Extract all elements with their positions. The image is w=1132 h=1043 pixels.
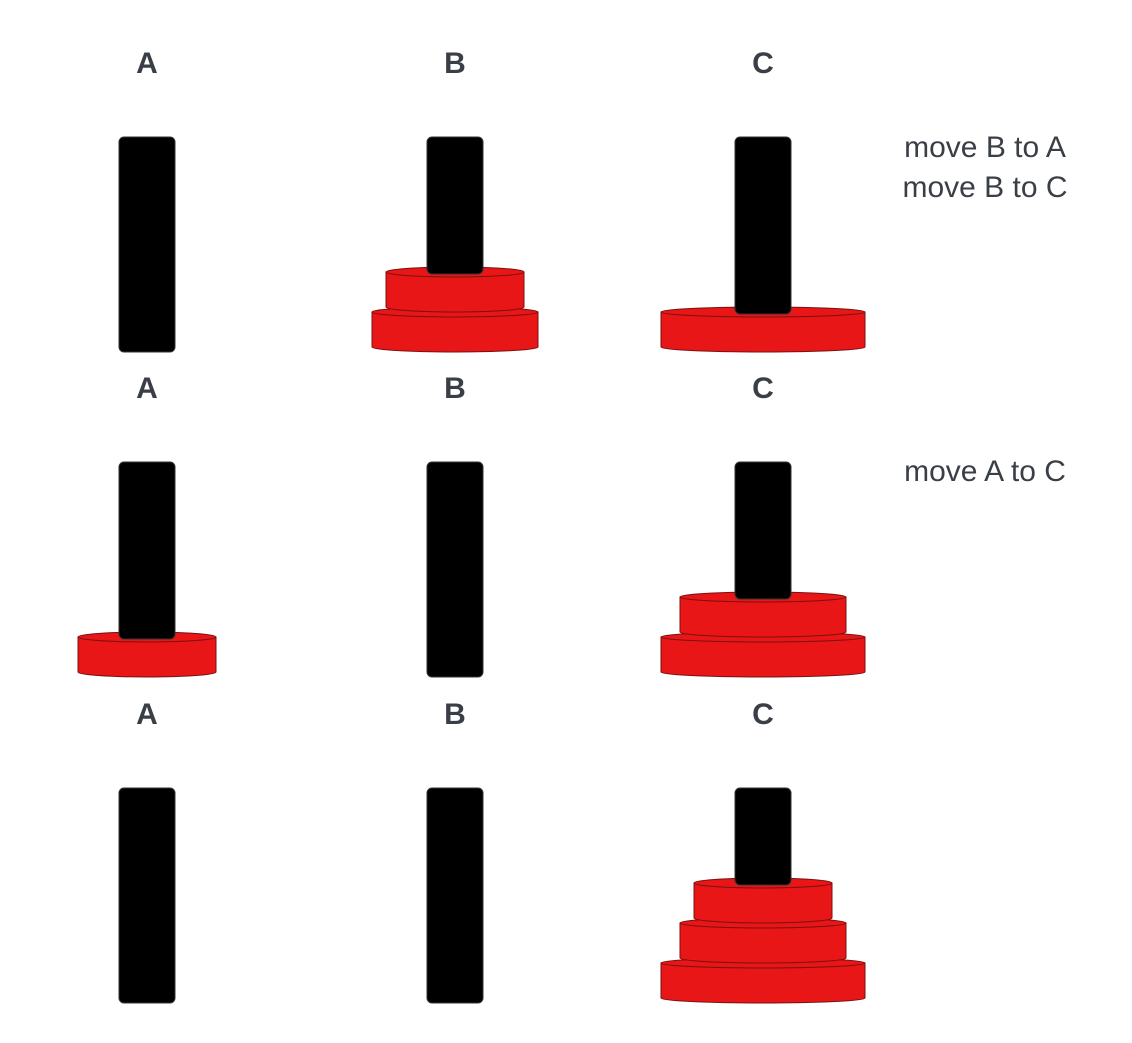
- disk-body: [371, 311, 539, 353]
- disk-body: [77, 636, 217, 678]
- peg-label-c: C: [752, 698, 774, 731]
- step-2-disks: [77, 461, 866, 678]
- disk: [660, 631, 866, 678]
- disk-body: [693, 882, 833, 924]
- peg-label-b: B: [444, 698, 466, 731]
- peg-a: [118, 461, 176, 640]
- step-1-disks: [118, 136, 866, 353]
- peg-a: [118, 787, 176, 1004]
- disk-body: [660, 962, 866, 1004]
- disk-body: [660, 311, 866, 353]
- peg-label-a: A: [136, 47, 158, 80]
- peg-label-c: C: [752, 47, 774, 80]
- disk: [679, 917, 847, 964]
- peg-b: [426, 787, 484, 1004]
- step-1: A B C move B to A move B to C: [118, 47, 1068, 353]
- disk-body: [385, 271, 525, 313]
- move-instruction: move B to A: [904, 131, 1066, 164]
- peg-a: [118, 136, 176, 353]
- move-instruction: move B to C: [902, 171, 1067, 204]
- move-instruction: move A to C: [904, 455, 1066, 488]
- peg-c: [734, 461, 792, 600]
- disk-body: [679, 922, 847, 964]
- peg-label-a: A: [136, 698, 158, 731]
- disk: [660, 957, 866, 1004]
- peg-b: [426, 461, 484, 678]
- step-3-disks: [118, 787, 866, 1004]
- step-2: A B C move A to C: [77, 372, 1066, 678]
- disk: [371, 306, 539, 353]
- peg-label-b: B: [444, 372, 466, 405]
- peg-c: [734, 787, 792, 886]
- disk-body: [660, 636, 866, 678]
- peg-c: [734, 136, 792, 315]
- peg-label-b: B: [444, 47, 466, 80]
- disk-body: [679, 596, 847, 638]
- step-3: A B C: [118, 698, 866, 1004]
- disk: [77, 631, 217, 678]
- disk: [385, 266, 525, 313]
- peg-b: [426, 136, 484, 275]
- disk: [679, 591, 847, 638]
- peg-label-a: A: [136, 372, 158, 405]
- peg-label-c: C: [752, 372, 774, 405]
